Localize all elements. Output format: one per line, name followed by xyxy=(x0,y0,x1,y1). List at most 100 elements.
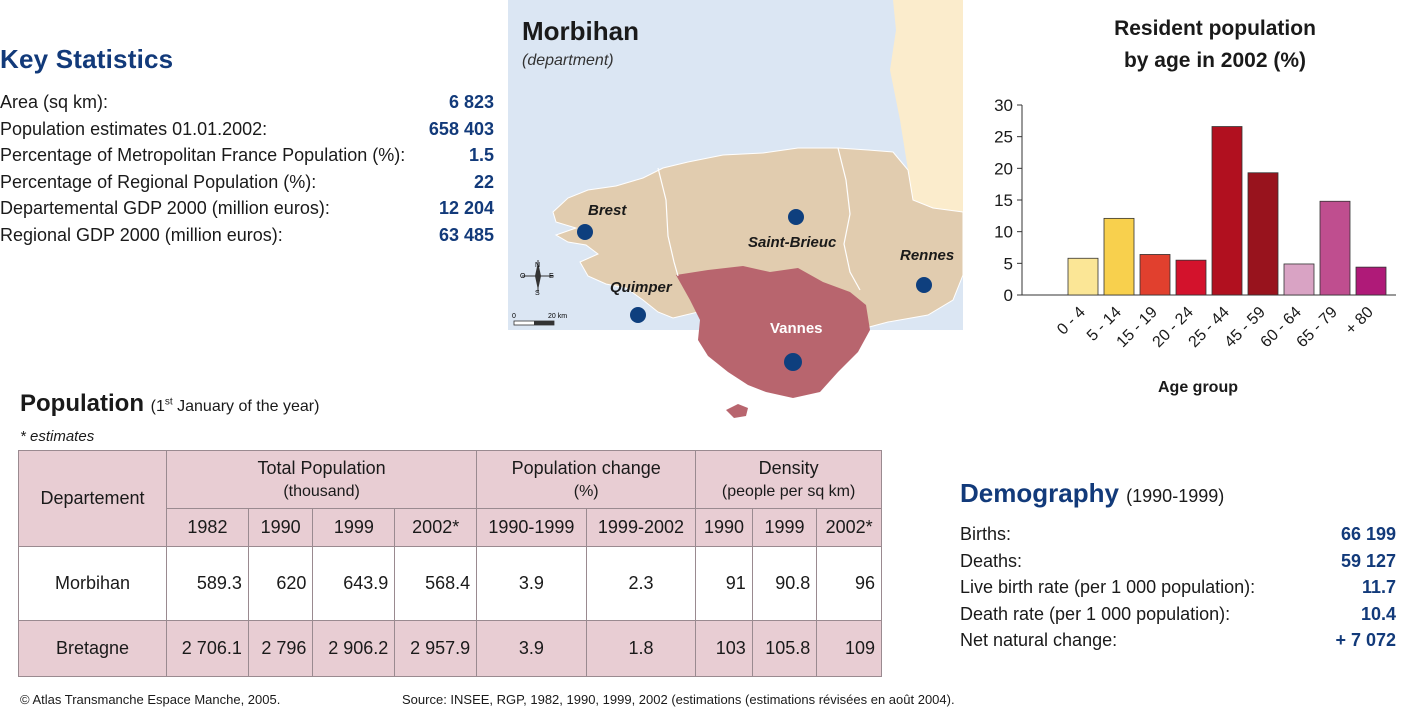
table-cell: 620 xyxy=(247,546,314,621)
normandy-land xyxy=(890,0,963,225)
svg-text:O: O xyxy=(520,273,526,280)
table-cell: 3.9 xyxy=(476,620,587,677)
population-table: Departement Total Population (thousand) … xyxy=(18,450,882,677)
chart-title-line: Resident population xyxy=(1114,17,1316,40)
subheader-cell: 2002* xyxy=(394,508,478,547)
stat-label: Departemental GDP 2000 (million euros): xyxy=(0,198,330,219)
subheader-cell: 2002* xyxy=(816,508,882,547)
bar xyxy=(1103,217,1135,296)
list-item: Area (sq km): 6 823 xyxy=(0,89,494,116)
y-tick-label: 5 xyxy=(1004,254,1013,273)
department-border-1 xyxy=(657,167,679,277)
table-cell: 589.3 xyxy=(166,546,249,621)
table-cell: 2 796 xyxy=(247,620,314,677)
table-cell: 2.3 xyxy=(585,546,697,621)
subheader-row: 1982 1990 1999 2002* 1990-1999 1999-2002 1990 1… xyxy=(19,508,882,547)
city-label-vannes: Vannes xyxy=(770,320,823,337)
bar xyxy=(1211,126,1243,296)
city-marker-saint-brieuc xyxy=(788,209,804,225)
x-tick-label: 65 - 79 xyxy=(1294,304,1341,351)
stat-label: Regional GDP 2000 (million euros): xyxy=(0,224,283,245)
stat-label: Net natural change: xyxy=(960,630,1118,650)
row-name-cell: Morbihan xyxy=(18,546,167,621)
population-title-text: Population xyxy=(20,390,144,417)
map-title: Morbihan xyxy=(522,16,639,46)
demography-panel: Demography (1990-1999) Births: 66 199 Deat… xyxy=(960,478,1396,654)
city-marker-brest xyxy=(577,224,593,240)
bar xyxy=(1175,259,1207,296)
list-item: Death rate (per 1 000 population): 10.4 xyxy=(960,601,1396,628)
header-total-population: Total Population (thousand) xyxy=(165,450,478,509)
key-statistics-title: Key Statistics xyxy=(0,44,174,74)
bar xyxy=(1139,254,1171,296)
y-tick-label: 0 xyxy=(1004,286,1013,305)
table-cell: 109 xyxy=(816,620,882,677)
svg-text:E: E xyxy=(549,273,554,280)
stat-label: Area (sq km): xyxy=(0,92,109,112)
source-text: Source: INSEE, RGP, 1982, 1990, 1999, 20… xyxy=(402,692,955,707)
table-cell: 91 xyxy=(695,546,753,621)
stat-label: Population estimates 01.01.2002: xyxy=(0,118,268,139)
svg-text:0: 0 xyxy=(512,313,516,320)
age-chart-svg: Resident population by age in 2002 (%) 0 5 1… xyxy=(994,17,1396,396)
list-item: Population estimates 01.01.2002: 658 403 xyxy=(0,116,494,143)
table-cell: 103 xyxy=(695,620,753,677)
table-cell: 2 706.1 xyxy=(166,620,249,677)
header-population-change: Population change (%) xyxy=(476,450,697,509)
stat-label: Percentage of Regional Population (%): xyxy=(0,171,317,192)
svg-text:S: S xyxy=(535,290,540,297)
city-label-saint-brieuc: Saint-Brieuc xyxy=(748,234,837,251)
bar xyxy=(1319,200,1351,296)
stat-label: Births: xyxy=(960,524,1012,544)
subheader-cell: 1999 xyxy=(312,508,396,547)
stat-value: 10.4 xyxy=(1360,603,1396,624)
list-item: Percentage of Regional Population (%): 22 xyxy=(0,169,494,196)
subheader-cell: 1990 xyxy=(695,508,753,547)
stat-value: + 7 072 xyxy=(1335,630,1396,650)
city-label-rennes: Rennes xyxy=(900,247,955,264)
table-cell: 90.8 xyxy=(751,546,818,621)
subheader-cell: 1982 xyxy=(166,508,249,547)
subheader-cell: 1999-2002 xyxy=(585,508,697,547)
row-name-cell: Bretagne xyxy=(18,620,167,677)
y-tick-label: 10 xyxy=(994,223,1013,242)
stat-value: 11.7 xyxy=(1361,577,1396,597)
population-title-note: (1st January of the year) xyxy=(150,396,320,415)
compass-icon: N S E O xyxy=(520,260,554,297)
chart-title-line: by age in 2002 (%) xyxy=(1124,49,1306,72)
subheader-cell: 1990 xyxy=(247,508,314,547)
svg-text:N: N xyxy=(535,262,540,269)
stat-value: 12 204 xyxy=(438,198,494,219)
stat-value: 22 xyxy=(473,171,494,192)
table-cell: 105.8 xyxy=(751,620,818,677)
subheader-cell: 1999 xyxy=(751,508,818,547)
city-label-quimper: Quimper xyxy=(610,279,672,296)
bar xyxy=(1355,266,1387,296)
city-marker-rennes xyxy=(916,277,932,293)
demography-title: Demography (1990-1999) xyxy=(960,478,1225,508)
table-row: Bretagne 2 706.1 2 796 2 906.2 2 957.9 3.9 1.8… xyxy=(18,620,882,677)
city-marker-vannes xyxy=(784,353,802,371)
table-cell: 96 xyxy=(816,546,882,621)
header-density: Density (people per sq km) xyxy=(695,450,882,509)
y-tick-label: 20 xyxy=(994,159,1013,178)
copyright-text: © Atlas Transmanche Espace Manche, 2005. xyxy=(20,692,281,707)
key-statistics-list: Area (sq km): 6 823 Population estimates 0… xyxy=(0,89,500,249)
age-chart: Resident population by age in 2002 (%) 0 5 1… xyxy=(980,0,1400,410)
table-row: Morbihan 589.3 620 643.9 568.4 3.9 2.3 91 90.8 96 xyxy=(18,546,882,621)
stat-value: 63 485 xyxy=(438,224,494,245)
y-tick-label: 15 xyxy=(994,191,1013,210)
list-item: Live birth rate (per 1 000 population): 1… xyxy=(960,574,1396,601)
stat-value: 6 823 xyxy=(448,92,494,112)
header-departement: Departement xyxy=(18,450,167,547)
list-item: Deaths: 59 127 xyxy=(960,548,1396,575)
table-cell: 643.9 xyxy=(312,546,396,621)
stat-value: 66 199 xyxy=(1340,524,1396,544)
x-axis-label: Age group xyxy=(1158,379,1238,396)
bar xyxy=(1067,257,1099,296)
table-cell: 2 957.9 xyxy=(394,620,478,677)
stat-value: 59 127 xyxy=(1340,550,1396,571)
population-title: Population (1st January of the year) xyxy=(20,390,319,418)
city-label-brest: Brest xyxy=(588,202,627,219)
bar xyxy=(1247,172,1279,296)
